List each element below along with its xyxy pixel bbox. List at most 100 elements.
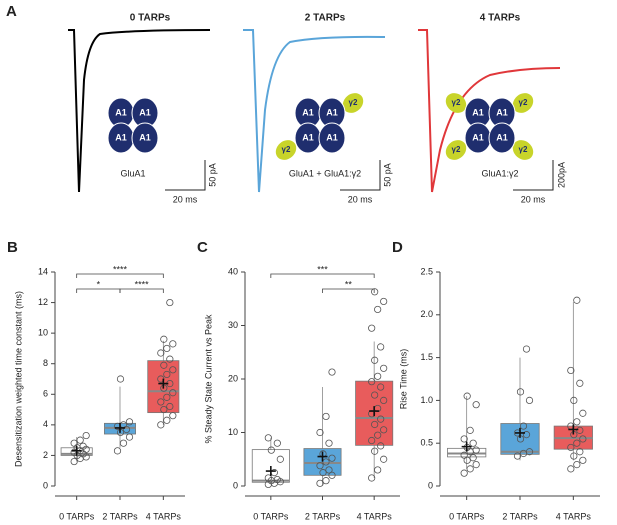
- data-point: [316, 462, 324, 470]
- sig-bracket: [322, 288, 375, 293]
- data-point: [380, 297, 388, 306]
- data-point: [322, 412, 330, 421]
- y-tick-label: 0: [233, 480, 238, 490]
- caption: GluA1: [120, 168, 145, 178]
- panel-letter: A: [6, 3, 17, 20]
- x-tick-label: 2 TARPs: [102, 511, 138, 521]
- data-point: [264, 434, 272, 442]
- sig-label: *: [97, 279, 101, 289]
- trace-2: 4 TARPs: [418, 13, 561, 193]
- data-point: [368, 474, 376, 482]
- sig-bracket: [76, 288, 121, 293]
- x-tick-label: 4 TARPs: [556, 511, 592, 521]
- data-point: [377, 383, 385, 391]
- auxiliary: γ2: [519, 98, 528, 107]
- subunit: A1: [302, 107, 314, 117]
- y-tick-label: 12: [38, 297, 48, 307]
- data-point: [579, 435, 587, 443]
- data-point: [579, 456, 587, 464]
- data-point: [125, 433, 134, 441]
- data-point: [570, 452, 578, 460]
- trace: [418, 29, 561, 193]
- x-tick-label: 0 TARPs: [59, 511, 95, 521]
- data-point: [82, 431, 90, 440]
- data-point: [328, 454, 336, 462]
- y-tick-label: 2.5: [420, 266, 433, 276]
- data-point: [76, 436, 84, 444]
- y-tick-label: 0.5: [420, 438, 433, 448]
- trace-title: 0 TARPs: [130, 13, 171, 24]
- data-point: [70, 457, 78, 466]
- data-point: [163, 393, 171, 401]
- data-point: [573, 418, 581, 426]
- scale-y: 50 pA: [207, 163, 217, 187]
- auxiliary: γ2: [349, 98, 358, 107]
- auxiliary: γ2: [282, 145, 291, 154]
- subunit: A1: [326, 107, 338, 117]
- sig-label: ****: [135, 279, 150, 289]
- x-tick-label: 0 TARPs: [253, 511, 289, 521]
- mean-marker: [158, 378, 169, 389]
- diagram-gluA1: A1 A1 A1 A1 GluA1: [107, 97, 159, 178]
- data-point: [157, 421, 165, 429]
- data-point: [160, 405, 168, 414]
- panel-letter: C: [197, 239, 208, 256]
- data-point: [472, 460, 480, 469]
- data-point: [157, 398, 165, 406]
- subunit: A1: [139, 132, 151, 142]
- subunit: A1: [115, 107, 127, 117]
- data-point: [160, 335, 168, 343]
- data-point: [522, 431, 531, 439]
- data-point: [322, 458, 330, 466]
- data-point: [273, 475, 281, 484]
- x-tick-label: 2 TARPs: [305, 511, 341, 521]
- data-point: [267, 446, 275, 454]
- y-tick-label: 1.5: [420, 352, 433, 362]
- data-point: [371, 288, 379, 296]
- y-tick-label: 2: [43, 450, 48, 460]
- data-point: [513, 452, 522, 460]
- data-point: [368, 436, 376, 445]
- data-point: [125, 418, 134, 426]
- subunit: A1: [472, 132, 484, 142]
- data-point: [163, 344, 171, 353]
- data-point: [160, 361, 168, 369]
- data-point: [570, 396, 578, 404]
- y-tick-label: 10: [228, 427, 238, 437]
- trace-0: 0 TARPs: [68, 13, 211, 193]
- data-point: [325, 466, 333, 474]
- data-point: [166, 402, 174, 411]
- y-axis-label: Desensitization weighted time constant (…: [13, 291, 23, 467]
- y-tick-label: 30: [228, 320, 238, 330]
- data-point: [466, 465, 474, 473]
- data-point: [460, 435, 468, 443]
- data-point: [516, 388, 525, 396]
- subunit: A1: [496, 107, 508, 117]
- trace-title: 4 TARPs: [480, 13, 521, 24]
- data-point: [169, 389, 177, 397]
- mean-marker: [515, 427, 525, 438]
- data-point: [316, 479, 324, 487]
- sig-bracket: [76, 273, 164, 278]
- data-point: [169, 340, 177, 348]
- auxiliary: γ2: [519, 145, 528, 154]
- data-point: [328, 368, 336, 376]
- data-point: [319, 469, 327, 477]
- mean-marker: [317, 451, 328, 462]
- sig-label: ****: [113, 264, 128, 274]
- mean-marker: [265, 466, 276, 477]
- data-point: [380, 364, 388, 372]
- data-point: [374, 431, 382, 439]
- data-point: [466, 426, 474, 434]
- panel-letter: B: [7, 239, 18, 256]
- data-point: [377, 442, 385, 450]
- data-point: [157, 349, 165, 357]
- auxiliary: γ2: [452, 98, 461, 107]
- scale-y: 50 pA: [382, 163, 392, 187]
- data-point: [576, 379, 584, 387]
- data-point: [567, 443, 575, 452]
- data-point: [79, 442, 87, 450]
- scale-x: 20 ms: [521, 194, 546, 204]
- mean-marker: [71, 445, 82, 456]
